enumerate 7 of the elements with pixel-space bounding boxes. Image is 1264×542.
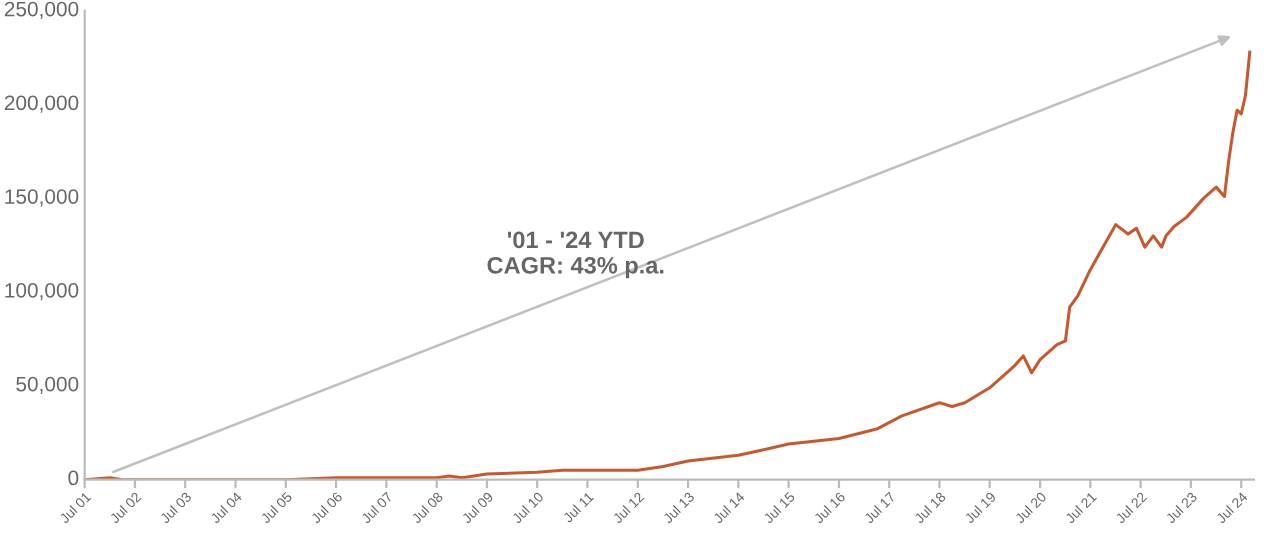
y-tick-label: 250,000 [4,1,79,19]
y-tick-label: 100,000 [5,282,79,301]
annotation: '01 - '24 YTD CAGR: 43% p.a. [487,231,664,279]
y-tick-label: 0 [68,470,79,486]
y-tick-label: 150,000 [5,189,79,207]
y-tick-label: 50,000 [16,376,79,394]
y-tick-label: 200,000 [4,95,79,113]
